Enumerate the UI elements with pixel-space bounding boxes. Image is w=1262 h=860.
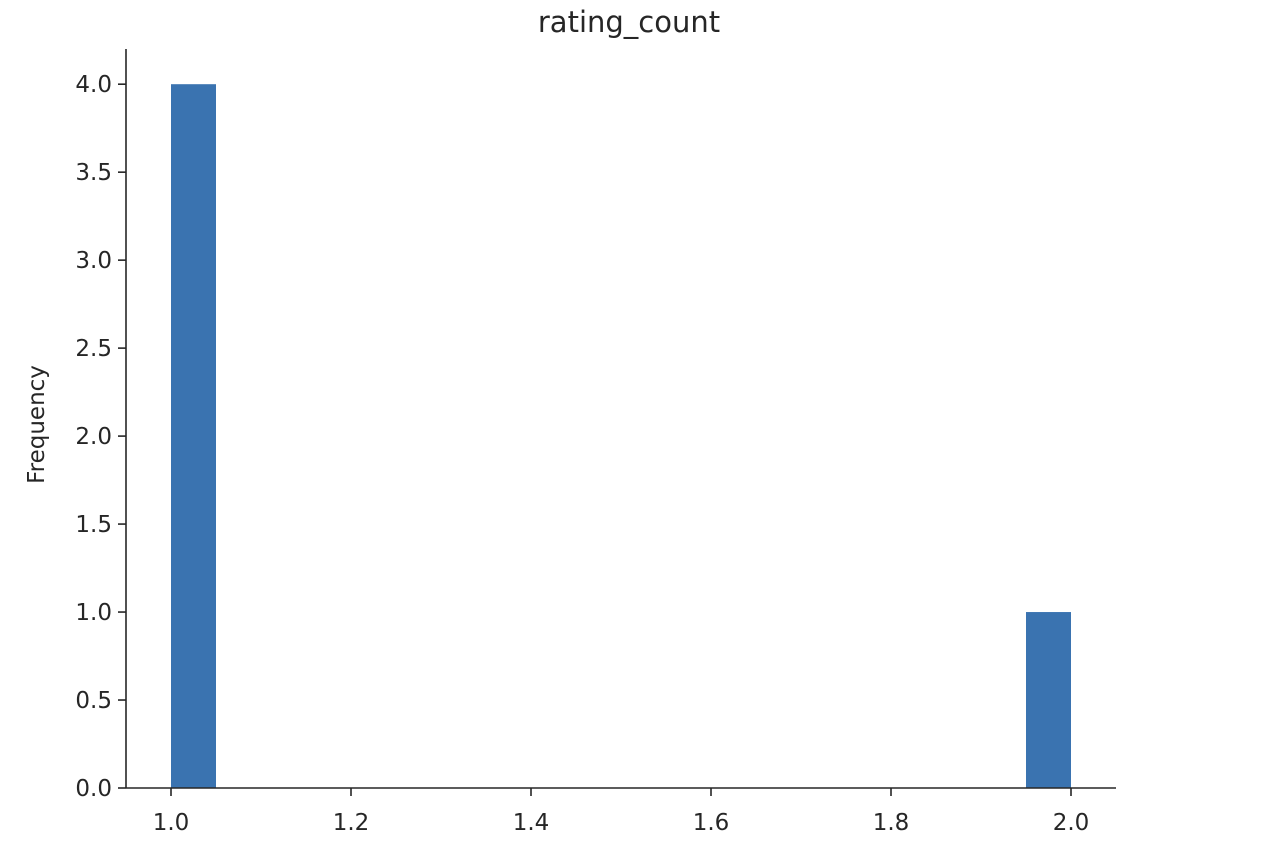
histogram-bar-1 bbox=[171, 84, 216, 788]
x-tick-label: 1.8 bbox=[873, 810, 910, 836]
axes-layer bbox=[125, 49, 1116, 789]
x-tick-label: 1.6 bbox=[693, 810, 730, 836]
histogram-bar-2 bbox=[1026, 612, 1071, 788]
y-axis-label: Frequency bbox=[24, 365, 50, 484]
chart-title: rating_count bbox=[538, 5, 720, 39]
x-tick-label: 1.4 bbox=[513, 810, 550, 836]
y-tick-label: 3.0 bbox=[75, 248, 112, 274]
y-ticks-layer: 0.0 0.5 1.0 1.5 2.0 2.5 3.0 3.5 4.0 bbox=[75, 72, 126, 802]
x-tick-label: 1.0 bbox=[153, 810, 190, 836]
y-tick-label: 2.0 bbox=[75, 424, 112, 450]
y-tick-label: 0.0 bbox=[75, 776, 112, 802]
y-tick-label: 0.5 bbox=[75, 688, 112, 714]
x-ticks-layer: 1.0 1.2 1.4 1.6 1.8 2.0 bbox=[153, 788, 1090, 836]
y-tick-label: 1.0 bbox=[75, 600, 112, 626]
x-tick-label: 1.2 bbox=[333, 810, 370, 836]
x-tick-label: 2.0 bbox=[1053, 810, 1090, 836]
y-tick-label: 4.0 bbox=[75, 72, 112, 98]
y-tick-label: 2.5 bbox=[75, 336, 112, 362]
y-tick-label: 3.5 bbox=[75, 160, 112, 186]
y-tick-label: 1.5 bbox=[75, 512, 112, 538]
bars-layer bbox=[171, 84, 1071, 788]
